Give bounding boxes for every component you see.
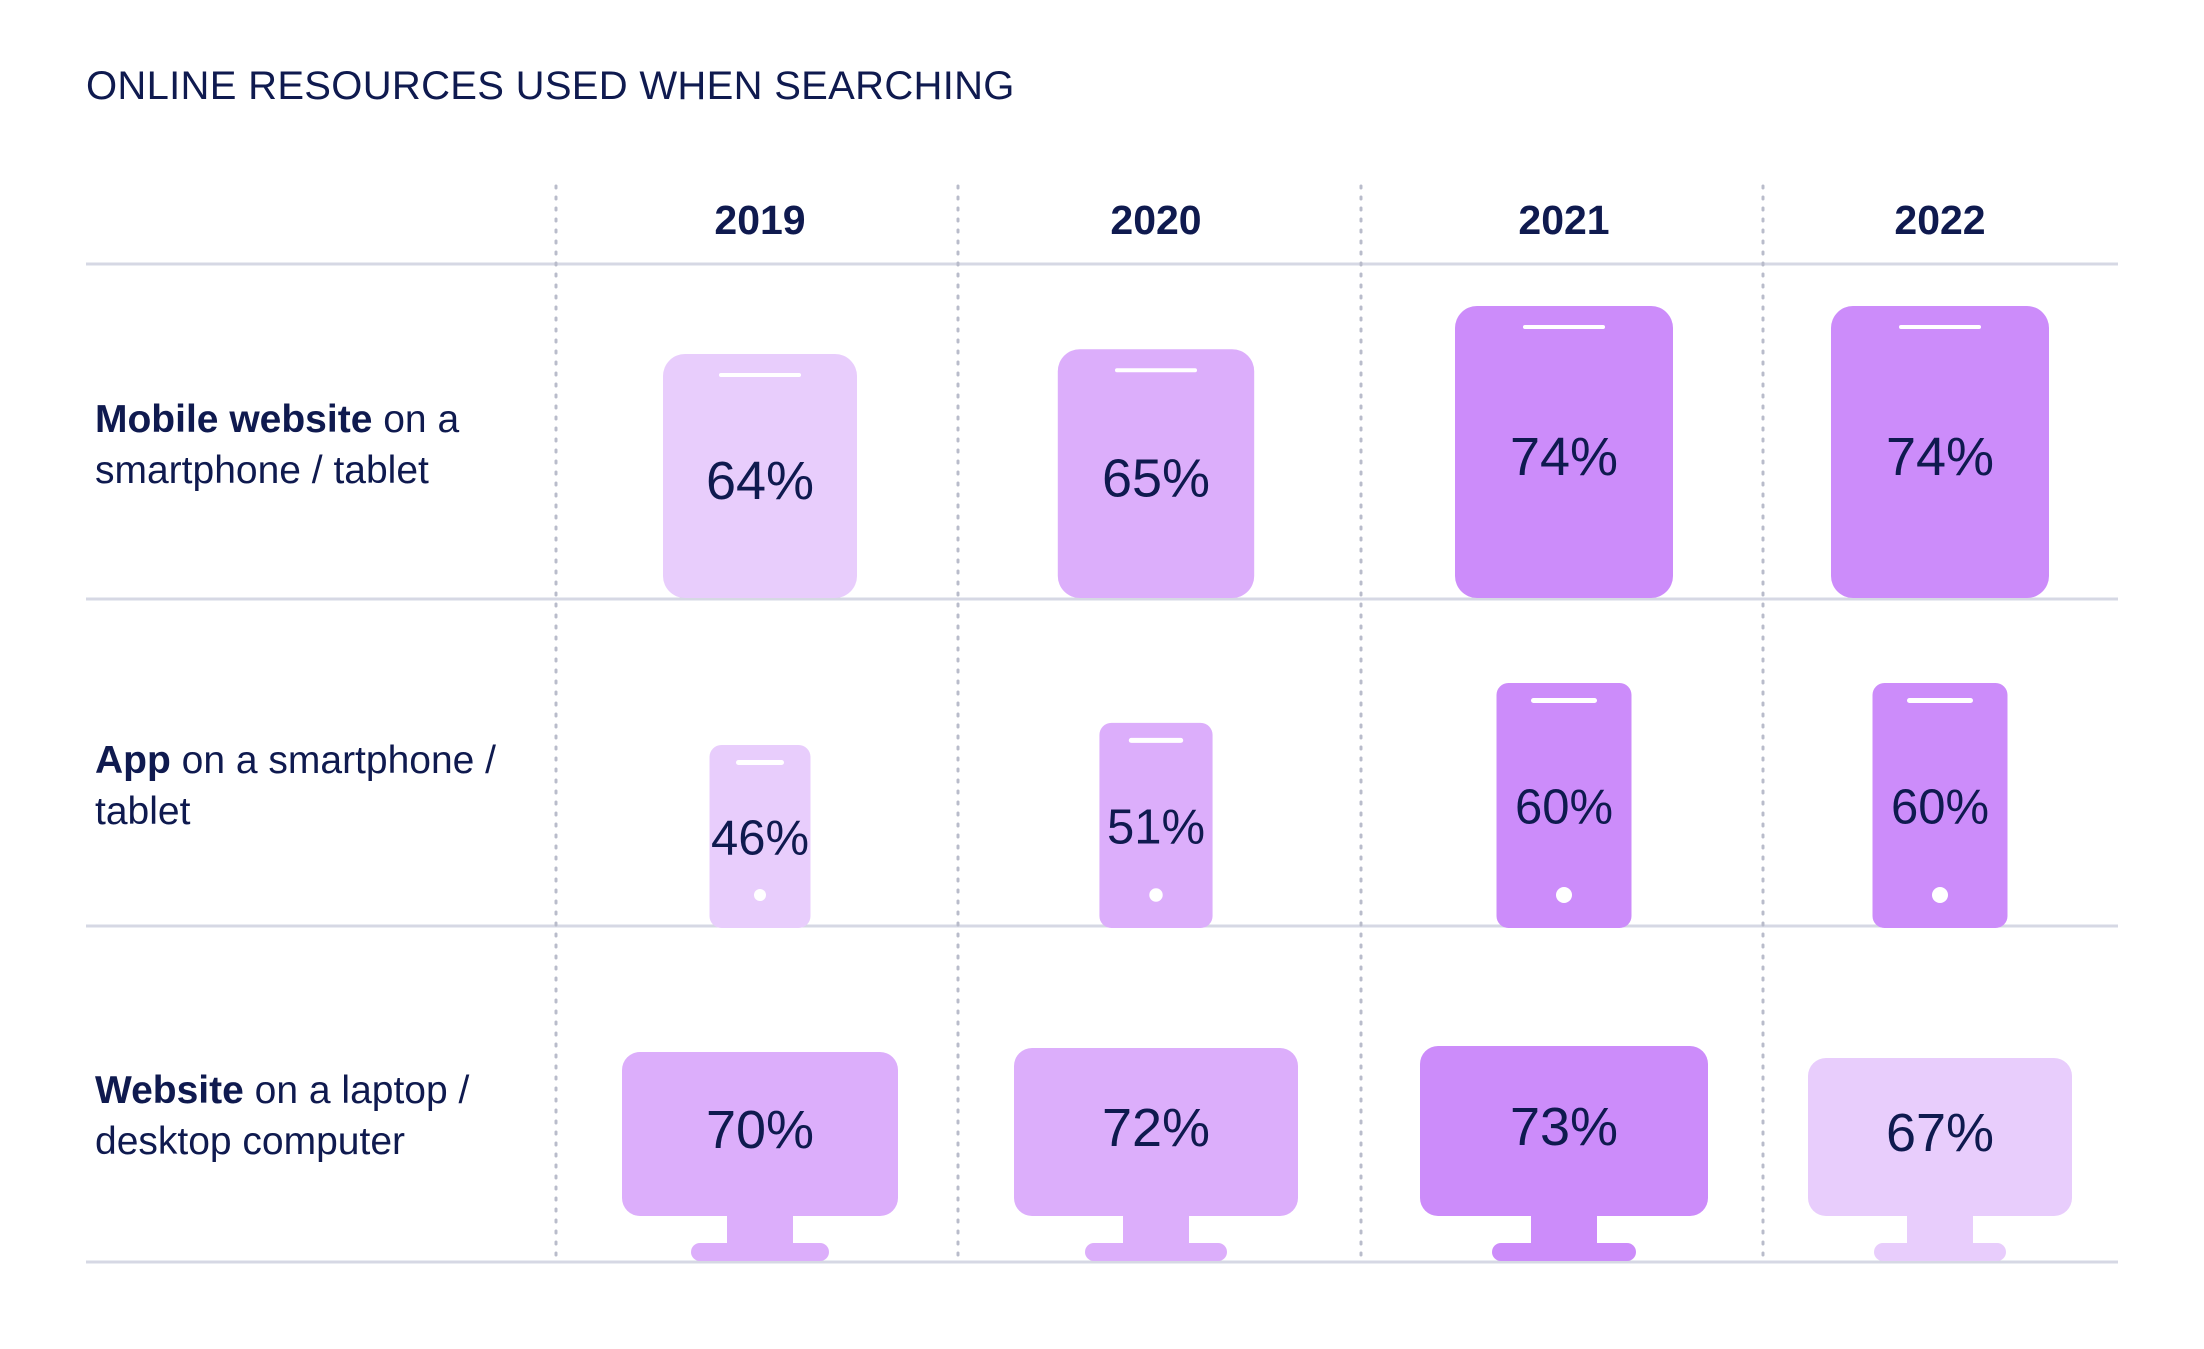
column-header-2022: 2022 (1894, 197, 1985, 243)
value-label: 67% (1886, 1103, 1994, 1163)
value-label: 51% (1107, 800, 1205, 854)
value-label: 70% (706, 1100, 814, 1160)
tablet-icon: 74% (1831, 306, 2049, 598)
phone-body (1099, 722, 1213, 928)
monitor-base (1492, 1243, 1636, 1261)
monitor-screen (1420, 1046, 1708, 1216)
smartphone-icon: 60% (1496, 683, 1632, 928)
desktop-monitor-icon: 73% (1420, 1046, 1708, 1261)
phone-speaker (736, 760, 784, 765)
value-label: 65% (1102, 449, 1210, 509)
phone-body (709, 745, 811, 928)
row-label-bold: Website (95, 1069, 244, 1112)
tablet-body (663, 354, 857, 598)
smartphone-icon: 51% (1099, 722, 1213, 928)
value-label: 72% (1102, 1098, 1210, 1158)
chart-title: ONLINE RESOURCES USED WHEN SEARCHING (86, 64, 1015, 108)
tablet-body (1057, 349, 1255, 598)
desktop-monitor-icon: 70% (622, 1052, 898, 1261)
smartphone-icon: 46% (709, 745, 811, 928)
smartphone-icon: 60% (1872, 683, 2008, 928)
column-header-2019: 2019 (714, 197, 805, 243)
tablet-speaker (1523, 325, 1605, 329)
monitor-screen (1014, 1048, 1298, 1216)
value-label: 73% (1510, 1097, 1618, 1157)
value-label: 64% (706, 451, 814, 511)
row-label-mobile-website: Mobile website on a smartphone / tablet (95, 394, 535, 496)
phone-body (1496, 683, 1632, 928)
phone-body (1872, 683, 2008, 928)
desktop-monitor-icon: 67% (1808, 1058, 2072, 1261)
phone-home-button (1556, 887, 1572, 903)
tablet-speaker (1899, 325, 1981, 329)
row-label-rest: on a smartphone / tablet (95, 739, 497, 833)
tablet-speaker (719, 373, 801, 377)
value-label: 74% (1510, 427, 1618, 487)
phone-home-button (754, 889, 766, 901)
phone-speaker (1907, 698, 1973, 703)
monitor-neck (1123, 1212, 1189, 1248)
row-label-rest: on a laptop / desktop computer (95, 1069, 470, 1163)
row-label-app: App on a smartphone / tablet (95, 735, 535, 837)
row-label-bold: Mobile website (95, 398, 373, 441)
monitor-screen (1808, 1058, 2072, 1216)
tablet-icon: 65% (1057, 349, 1255, 598)
monitor-base (691, 1243, 829, 1261)
tablet-icon: 74% (1455, 306, 1673, 598)
column-header-2020: 2020 (1110, 197, 1201, 243)
phone-home-button (1149, 888, 1163, 902)
monitor-base (1874, 1243, 2006, 1261)
monitor-neck (1531, 1212, 1597, 1248)
tablet-icon: 64% (663, 354, 857, 598)
value-label: 46% (711, 812, 809, 866)
monitor-neck (727, 1212, 793, 1248)
phone-speaker (1531, 698, 1597, 703)
value-label: 60% (1891, 781, 1989, 835)
row-label-rest: on a smartphone / tablet (95, 398, 460, 492)
desktop-monitor-icon: 72% (1014, 1048, 1298, 1261)
tablet-body (1831, 306, 2049, 598)
monitor-base (1085, 1243, 1227, 1261)
value-label: 60% (1515, 781, 1613, 835)
row-label-bold: App (95, 739, 171, 782)
value-label: 74% (1886, 427, 1994, 487)
column-header-2021: 2021 (1518, 197, 1609, 243)
row-label-website: Website on a laptop / desktop computer (95, 1065, 535, 1167)
phone-home-button (1932, 887, 1948, 903)
phone-speaker (1128, 737, 1184, 743)
monitor-neck (1907, 1212, 1973, 1248)
tablet-speaker (1115, 368, 1197, 373)
tablet-body (1455, 306, 1673, 598)
monitor-screen (622, 1052, 898, 1216)
